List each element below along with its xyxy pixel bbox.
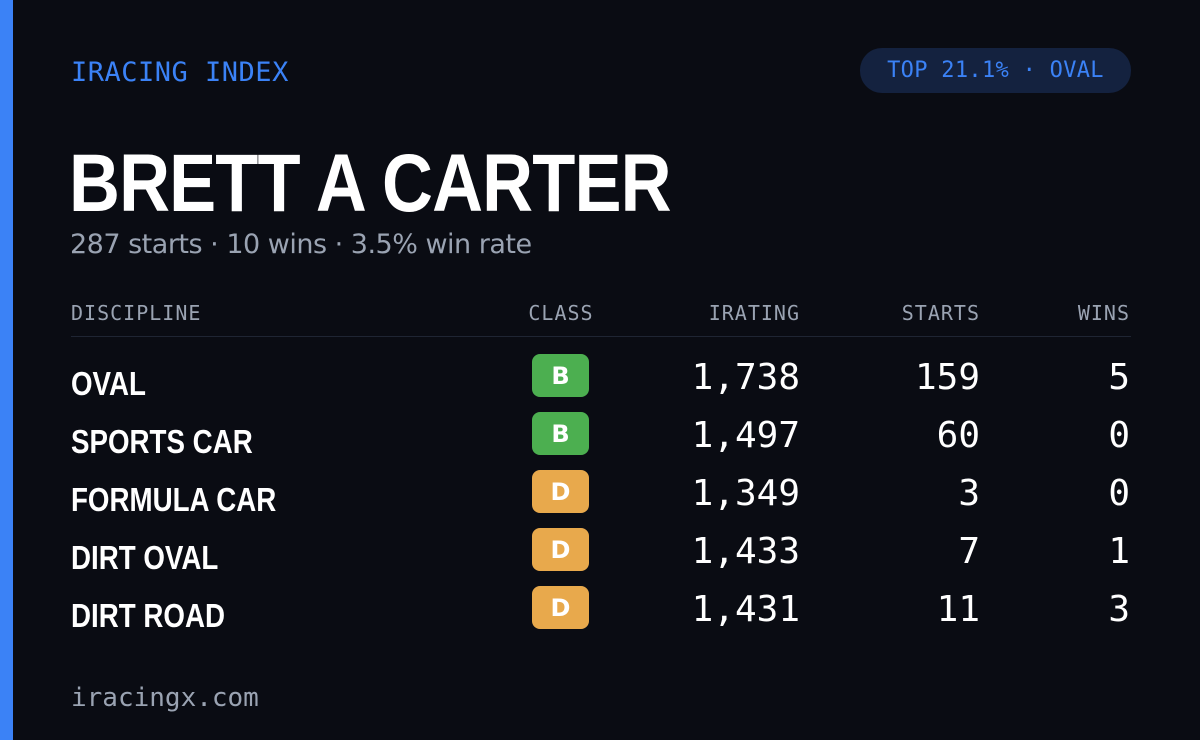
license-class-badge: B <box>532 412 589 455</box>
table-row: DIRT OVAL D 1,433 7 1 <box>0 524 1200 582</box>
driver-name: BRETT A CARTER <box>69 138 672 229</box>
brand-title: IRACING INDEX <box>71 57 289 88</box>
irating-value: 1,431 <box>691 589 800 630</box>
column-header-starts: STARTS <box>901 301 980 325</box>
license-class-badge: D <box>532 528 589 571</box>
discipline-name: SPORTS CAR <box>71 423 253 460</box>
starts-value: 7 <box>958 531 980 572</box>
irating-value: 1,349 <box>691 473 800 514</box>
wins-value: 3 <box>1108 589 1130 630</box>
footer-site-link[interactable]: iracingx.com <box>71 683 259 713</box>
starts-value: 3 <box>958 473 980 514</box>
column-header-discipline: DISCIPLINE <box>71 301 202 325</box>
starts-value: 159 <box>914 357 980 398</box>
irating-value: 1,433 <box>691 531 800 572</box>
irating-value: 1,738 <box>691 357 800 398</box>
wins-value: 5 <box>1108 357 1130 398</box>
driver-summary: 287 starts · 10 wins · 3.5% win rate <box>70 229 532 260</box>
license-class-badge: D <box>532 586 589 629</box>
irating-value: 1,497 <box>691 415 800 456</box>
starts-value: 11 <box>936 589 980 630</box>
discipline-name: DIRT ROAD <box>71 597 225 634</box>
wins-value: 0 <box>1108 473 1130 514</box>
table-row: FORMULA CAR D 1,349 3 0 <box>0 466 1200 524</box>
discipline-name: DIRT OVAL <box>71 539 219 576</box>
header-divider <box>71 336 1131 337</box>
license-class-badge: D <box>532 470 589 513</box>
column-header-wins: WINS <box>1077 301 1130 325</box>
starts-value: 60 <box>936 415 980 456</box>
license-class-badge: B <box>532 354 589 397</box>
discipline-name: OVAL <box>71 365 146 402</box>
table-row: SPORTS CAR B 1,497 60 0 <box>0 408 1200 466</box>
wins-value: 1 <box>1108 531 1130 572</box>
table-row: OVAL B 1,738 159 5 <box>0 350 1200 408</box>
column-header-irating: IRATING <box>708 301 800 325</box>
rank-badge: TOP 21.1% · OVAL <box>860 48 1131 93</box>
wins-value: 0 <box>1108 415 1130 456</box>
column-header-class: CLASS <box>528 301 594 325</box>
discipline-name: FORMULA CAR <box>71 481 277 518</box>
accent-bar <box>0 0 13 740</box>
table-row: DIRT ROAD D 1,431 11 3 <box>0 582 1200 640</box>
